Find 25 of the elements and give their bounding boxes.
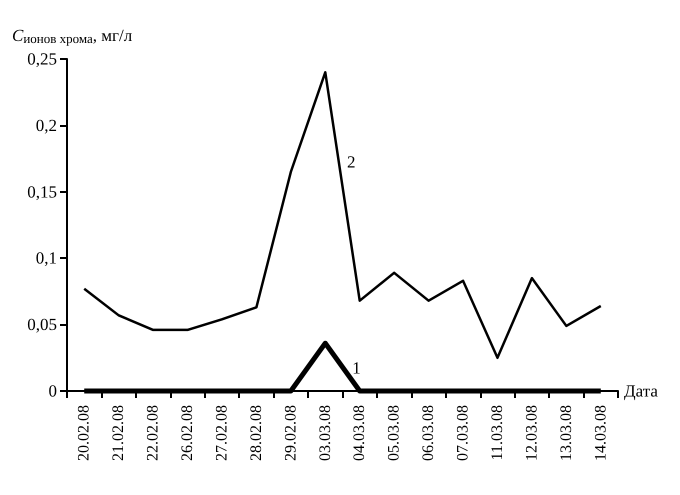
x-tick-label: 13.03.08 xyxy=(558,405,575,461)
x-tick-label: 05.03.08 xyxy=(386,405,403,461)
x-tick-label: 20.02.08 xyxy=(76,405,93,461)
x-axis-title: Дата xyxy=(624,382,658,400)
x-tick-label: 06.03.08 xyxy=(420,405,438,461)
x-tick-label: 28.02.08 xyxy=(248,405,265,461)
x-tick-label: 27.02.08 xyxy=(213,405,230,461)
y-tick-label: 0,1 xyxy=(36,248,57,268)
y-tick-label: 0,25 xyxy=(27,50,57,68)
y-tick-label: 0 xyxy=(48,382,57,400)
series-label: 2 xyxy=(347,152,356,172)
x-tick-label: 21.02.08 xyxy=(110,405,128,461)
y-tick-label: 0,2 xyxy=(36,116,57,135)
x-tick-label: 26.02.08 xyxy=(179,405,196,461)
x-tick-label: 14.03.08 xyxy=(592,405,610,461)
x-tick-label: 12.03.08 xyxy=(523,405,540,461)
y-tick-label: 0,05 xyxy=(27,315,57,334)
series-label: 1 xyxy=(352,358,361,378)
x-tick-label: 04.03.08 xyxy=(351,405,368,461)
y-tick-label: 0,15 xyxy=(27,182,57,202)
x-tick-label: 29.02.08 xyxy=(282,405,300,461)
x-tick-label: 03.03.08 xyxy=(316,405,334,461)
x-tick-label: 07.03.08 xyxy=(454,405,472,461)
x-tick-label: 22.02.08 xyxy=(144,405,162,461)
x-tick-label: 11.03.08 xyxy=(488,405,506,460)
